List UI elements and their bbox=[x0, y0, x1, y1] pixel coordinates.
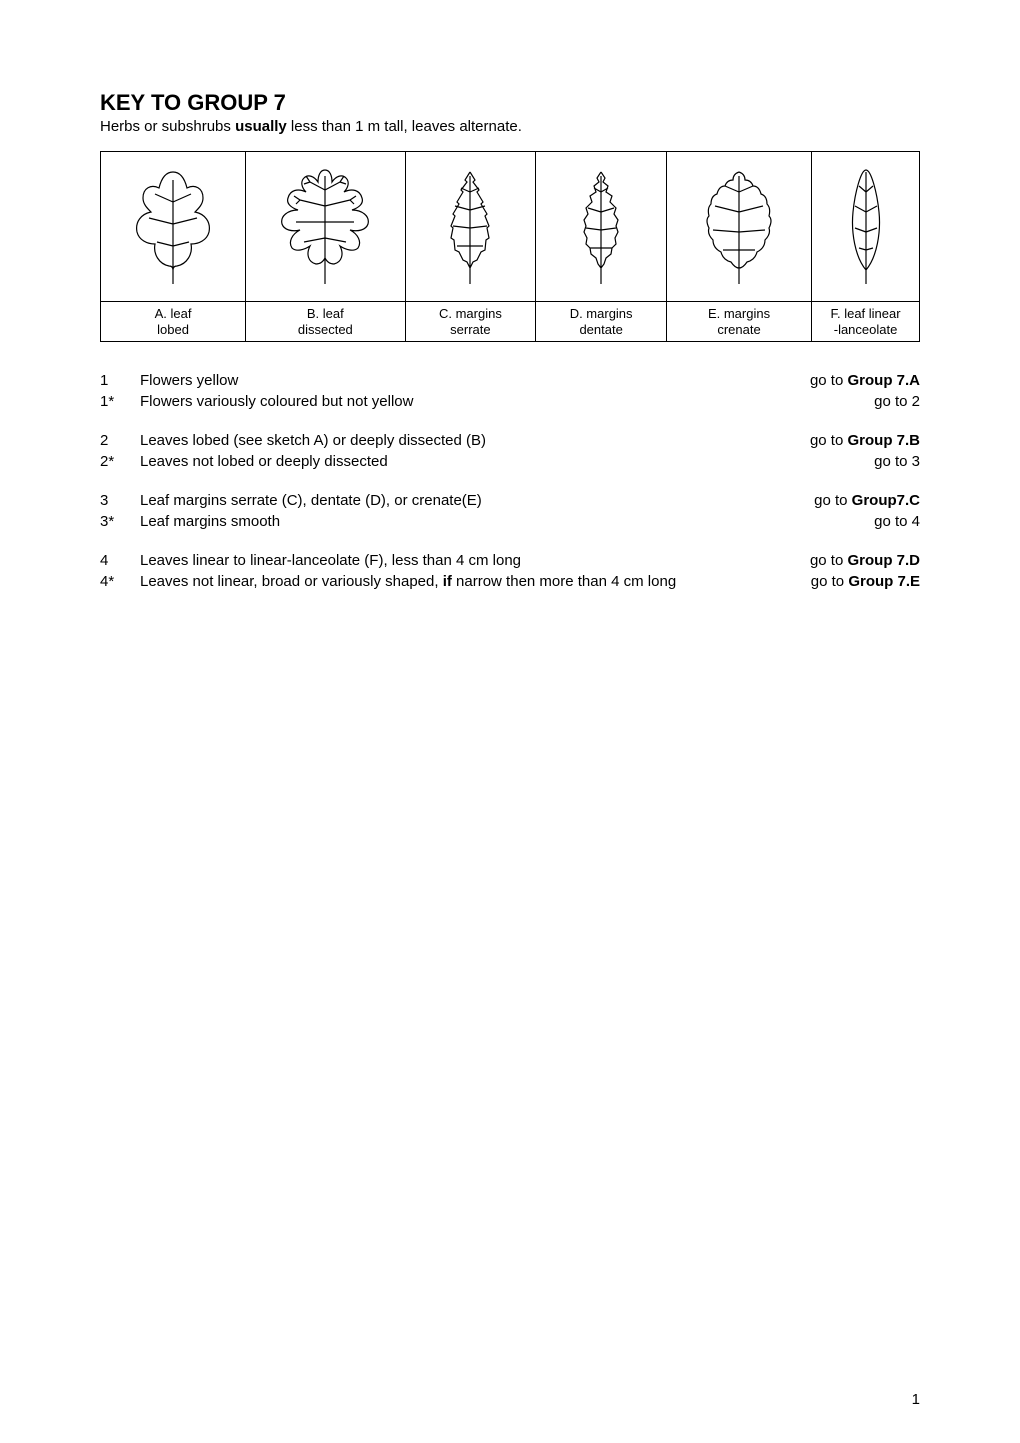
key-number: 2 bbox=[100, 430, 140, 451]
key-text: Leaves not linear, broad or variously sh… bbox=[140, 571, 811, 592]
key-result: go to Group 7.D bbox=[810, 550, 920, 571]
label-text: C. margins bbox=[439, 306, 502, 321]
leaf-diagram-table: A. leaf lobed B. leaf dissected C. margi… bbox=[100, 151, 920, 342]
key-row: 2 Leaves lobed (see sketch A) or deeply … bbox=[100, 430, 920, 451]
key-result: go to Group7.C bbox=[814, 490, 920, 511]
label-text: serrate bbox=[450, 322, 490, 337]
key-row: 2* Leaves not lobed or deeply dissected … bbox=[100, 451, 920, 472]
key-text: Leaf margins serrate (C), dentate (D), o… bbox=[140, 490, 814, 511]
key-number: 4* bbox=[100, 571, 140, 592]
label-text: dentate bbox=[579, 322, 622, 337]
leaf-b-label: B. leaf dissected bbox=[246, 302, 405, 342]
leaf-c-label: C. margins serrate bbox=[405, 302, 536, 342]
key-row: 1* Flowers variously coloured but not ye… bbox=[100, 391, 920, 412]
key-number: 3* bbox=[100, 511, 140, 532]
leaf-d-cell bbox=[536, 152, 667, 302]
leaf-e-cell bbox=[666, 152, 811, 302]
key-number: 1 bbox=[100, 370, 140, 391]
key-row: 4* Leaves not linear, broad or variously… bbox=[100, 571, 920, 592]
key-group-2: 2 Leaves lobed (see sketch A) or deeply … bbox=[100, 430, 920, 472]
label-text: E. margins bbox=[708, 306, 770, 321]
key-result: go to Group 7.E bbox=[811, 571, 920, 592]
key-number: 3 bbox=[100, 490, 140, 511]
key-text: Leaf margins smooth bbox=[140, 511, 874, 532]
key-number: 2* bbox=[100, 451, 140, 472]
leaf-linear-lanceolate-icon bbox=[831, 162, 901, 292]
key-result: go to Group 7.A bbox=[810, 370, 920, 391]
leaf-e-label: E. margins crenate bbox=[666, 302, 811, 342]
key-result: go to Group 7.B bbox=[810, 430, 920, 451]
leaf-lobed-icon bbox=[123, 162, 223, 292]
leaf-f-label: F. leaf linear -lanceolate bbox=[812, 302, 920, 342]
label-text: crenate bbox=[717, 322, 760, 337]
key-text: Leaves not lobed or deeply dissected bbox=[140, 451, 874, 472]
page-number: 1 bbox=[912, 1391, 920, 1408]
leaf-c-cell bbox=[405, 152, 536, 302]
leaf-d-label: D. margins dentate bbox=[536, 302, 667, 342]
leaf-dissected-icon bbox=[270, 162, 380, 292]
label-text: D. margins bbox=[570, 306, 633, 321]
leaf-a-cell bbox=[101, 152, 246, 302]
key-row: 4 Leaves linear to linear-lanceolate (F)… bbox=[100, 550, 920, 571]
key-group-3: 3 Leaf margins serrate (C), dentate (D),… bbox=[100, 490, 920, 532]
leaf-image-row bbox=[101, 152, 920, 302]
label-text: -lanceolate bbox=[834, 322, 898, 337]
page-subtitle: Herbs or subshrubs usually less than 1 m… bbox=[100, 118, 920, 135]
key-row: 1 Flowers yellow go to Group 7.A bbox=[100, 370, 920, 391]
key-result: go to 2 bbox=[874, 391, 920, 412]
leaf-a-label: A. leaf lobed bbox=[101, 302, 246, 342]
key-row: 3* Leaf margins smooth go to 4 bbox=[100, 511, 920, 532]
key-text: Leaves lobed (see sketch A) or deeply di… bbox=[140, 430, 810, 451]
key-number: 1* bbox=[100, 391, 140, 412]
subtitle-bold: usually bbox=[235, 118, 287, 135]
key-result: go to 4 bbox=[874, 511, 920, 532]
key-text: Leaves linear to linear-lanceolate (F), … bbox=[140, 550, 810, 571]
label-text: lobed bbox=[157, 322, 189, 337]
label-text: F. leaf linear bbox=[830, 306, 900, 321]
key-result: go to 3 bbox=[874, 451, 920, 472]
page-title: KEY TO GROUP 7 bbox=[100, 90, 920, 116]
key-group-1: 1 Flowers yellow go to Group 7.A 1* Flow… bbox=[100, 370, 920, 412]
leaf-dentate-icon bbox=[556, 162, 646, 292]
label-text: B. leaf bbox=[307, 306, 344, 321]
key-number: 4 bbox=[100, 550, 140, 571]
key-text: Flowers yellow bbox=[140, 370, 810, 391]
key-group-4: 4 Leaves linear to linear-lanceolate (F)… bbox=[100, 550, 920, 592]
key-row: 3 Leaf margins serrate (C), dentate (D),… bbox=[100, 490, 920, 511]
subtitle-pre: Herbs or subshrubs bbox=[100, 118, 235, 135]
leaf-f-cell bbox=[812, 152, 920, 302]
label-text: dissected bbox=[298, 322, 353, 337]
leaf-label-row: A. leaf lobed B. leaf dissected C. margi… bbox=[101, 302, 920, 342]
subtitle-post: less than 1 m tall, leaves alternate. bbox=[287, 118, 522, 135]
leaf-b-cell bbox=[246, 152, 405, 302]
label-text: A. leaf bbox=[155, 306, 192, 321]
key-text: Flowers variously coloured but not yello… bbox=[140, 391, 874, 412]
leaf-serrate-icon bbox=[425, 162, 515, 292]
leaf-crenate-icon bbox=[689, 162, 789, 292]
dichotomous-key: 1 Flowers yellow go to Group 7.A 1* Flow… bbox=[100, 370, 920, 592]
